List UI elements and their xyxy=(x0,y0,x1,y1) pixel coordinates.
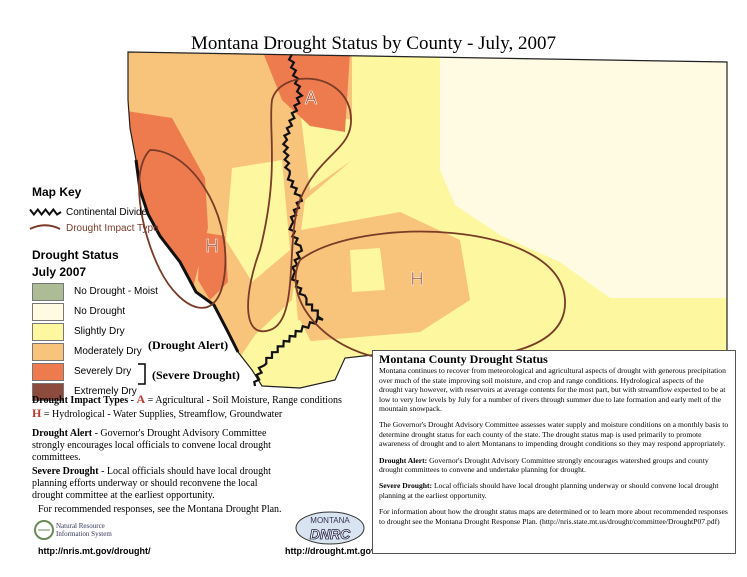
logo-text: DNRC xyxy=(310,526,351,542)
definition-text: - Governor's Drought Advisory Committee … xyxy=(32,428,271,463)
impact-types: Drought Impact Types - A = Agricultural … xyxy=(32,393,372,421)
impact-boundary xyxy=(294,230,566,362)
info-paragraph: For information about how the drought st… xyxy=(379,507,729,526)
county-region xyxy=(198,232,228,300)
status-swatch xyxy=(32,363,64,381)
status-label: Moderately Dry xyxy=(74,346,142,357)
info-paragraph: The Governor's Drought Advisory Committe… xyxy=(379,420,729,448)
legend-label: Continental Divide xyxy=(66,207,148,218)
legend-divide-symbol xyxy=(29,207,62,217)
state-border-west xyxy=(134,159,240,353)
link: http://nris.mt.gov/drought/ xyxy=(38,546,151,556)
status-period: July 2007 xyxy=(32,265,87,279)
severe-label: (Severe Drought) xyxy=(152,368,240,382)
counties xyxy=(128,52,727,388)
definition-text: For recommended responses, see the Monta… xyxy=(38,504,282,515)
impact-label: A xyxy=(305,88,317,108)
info-paragraph: Montana continues to recover from meteor… xyxy=(379,366,729,413)
status-title: Drought Status xyxy=(32,248,119,262)
status-label: Slightly Dry xyxy=(74,326,125,337)
impact-label: H xyxy=(411,269,424,289)
info-text: Montana continues to recover from meteor… xyxy=(379,366,726,414)
impact-heading: Drought Impact Types - xyxy=(32,395,137,406)
status-swatch xyxy=(32,343,64,361)
impact-boundary xyxy=(138,149,227,309)
alert-label: (Drought Alert) xyxy=(148,338,229,352)
bracket xyxy=(138,363,146,385)
logo-dnrc: MONTANA DNRC xyxy=(295,511,365,545)
map-key-title: Map Key xyxy=(32,185,82,199)
legend-impact-symbol xyxy=(29,224,61,230)
county-region xyxy=(262,52,350,132)
impact-boundary xyxy=(247,77,352,333)
definition-lead: Drought Alert xyxy=(32,428,93,439)
logo-nris xyxy=(34,520,54,540)
info-paragraph: Drought Alert: Governor's Drought Adviso… xyxy=(379,456,729,475)
status-label: Severely Dry xyxy=(74,366,132,377)
county-region xyxy=(258,320,320,388)
impact-text: = Hydrological - Water Supplies, Streamf… xyxy=(43,409,283,420)
status-label: No Drought xyxy=(74,306,126,317)
definition-text: - Local officials should have local drou… xyxy=(32,466,271,501)
info-lead: Severe Drought: xyxy=(379,481,433,491)
impact-label: H xyxy=(206,236,219,256)
impact-letter: A xyxy=(136,392,146,406)
continental-divide xyxy=(253,53,324,387)
logo-text: MONTANA xyxy=(310,516,350,525)
county-region xyxy=(226,160,290,282)
status-swatch xyxy=(32,303,64,321)
status-swatch xyxy=(32,283,64,301)
status-label: Extremely Dry xyxy=(74,386,137,397)
info-box: Montana County Drought Status Montana co… xyxy=(372,350,736,554)
definitions: Drought Alert - Governor's Drought Advis… xyxy=(32,428,282,516)
info-text: Local officials should have local drough… xyxy=(379,481,719,500)
impact-letter: H xyxy=(32,406,42,420)
info-text: For information about how the drought st… xyxy=(379,507,728,526)
info-paragraph: Severe Drought: Local officials should h… xyxy=(379,481,729,500)
info-text: Governor's Drought Advisory Committee st… xyxy=(379,455,709,475)
definition-lead: Severe Drought xyxy=(32,466,99,477)
info-title: Montana County Drought Status xyxy=(379,352,548,366)
logo-nris-text: Natural Resource Information System xyxy=(56,522,112,538)
county-region xyxy=(350,248,385,292)
info-text: The Governor's Drought Advisory Committe… xyxy=(379,420,729,449)
title: Montana Drought Status by County - July,… xyxy=(190,33,557,54)
status-label: No Drought - Moist xyxy=(74,286,158,297)
impact-text: = Agricultural - Soil Moisture, Range co… xyxy=(147,395,342,406)
info-lead: Drought Alert: xyxy=(379,455,428,465)
county-region xyxy=(520,145,600,215)
legend-label: Drought Impact Type xyxy=(66,223,159,234)
info-paragraphs: Montana continues to recover from meteor… xyxy=(379,366,729,526)
status-swatch xyxy=(32,323,64,341)
link: http://drought.mt.gov/ xyxy=(285,546,379,556)
status-swatch xyxy=(32,383,64,401)
